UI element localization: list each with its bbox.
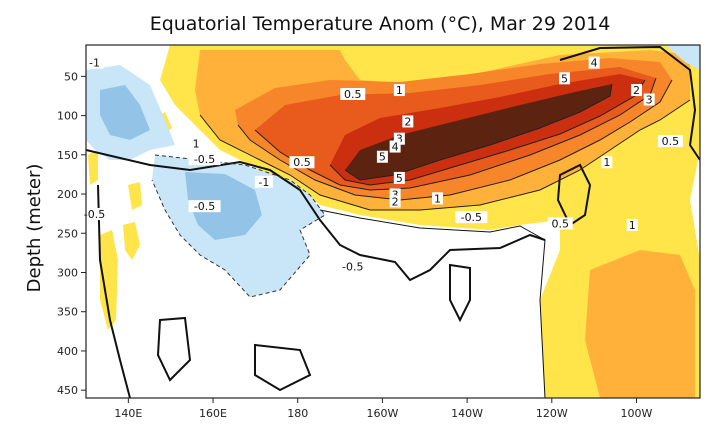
x-tick-label-100W: 100W [621,407,653,420]
contour-label-bg-18 [336,260,369,273]
x-tick-label-180: 180 [287,407,308,420]
contour-label-bg-3 [402,115,414,128]
y-tick-label-400: 400 [57,345,78,358]
contour-label-bg-0 [85,56,104,69]
contour-label-bg-25 [657,135,683,148]
contour-label-bg-15 [188,200,221,213]
contour-label-17: -0.5 [461,211,482,224]
y-tick-label-250: 250 [57,227,78,240]
contour-label-bg-23 [630,84,642,97]
anomaly-region-neg-1-central [185,172,262,240]
y-tick-label-350: 350 [57,306,78,319]
x-tick-label-140W: 140W [451,407,483,420]
anomaly-patch-pos-0.5-west-b [123,222,140,260]
contour-label-22: 5 [561,72,568,85]
contour-island-d [254,343,312,392]
contour-label-bg-11 [393,171,405,184]
contour-label-21: 4 [591,57,598,70]
y-tick-label-50: 50 [64,70,78,83]
plot-area [86,45,700,398]
contour-line-zero [86,149,546,282]
contour-label-3: 2 [404,115,411,128]
y-tick-label-200: 200 [57,188,78,201]
y-axis-ticks: 50 100 150 200 250 300 350 400 450 [57,70,86,397]
contour-label-bg-7 [190,137,202,150]
contour-island-c [156,316,192,382]
contour-line-neg-0.5 [151,154,326,298]
chart-title: Equatorial Temperature Anom (°C), Mar 29… [150,13,611,35]
anomaly-region-pos-5 [345,84,612,180]
contour-label-bg-5 [389,140,401,153]
contour-label-bg-17 [455,211,488,224]
contour-label-bg-26 [601,156,613,169]
contour-label-26: 1 [603,156,610,169]
contour-label-5: 4 [392,141,399,154]
contour-label-20: 1 [629,219,636,232]
anomaly-region-neg-0.5-northeast [665,45,700,70]
contour-line-pos-0.5-lower [319,209,546,398]
contour-label-1: 0.5 [344,88,362,101]
contour-label-bg-20 [626,218,638,231]
y-tick-label-300: 300 [57,266,78,279]
contour-label-11: 5 [396,172,403,185]
contour-label-4: 3 [396,133,403,146]
contour-label-12: 3 [392,188,399,201]
x-tick-label-160E: 160E [199,407,227,420]
contour-line-deep-west [97,184,131,398]
contour-label-24: 3 [646,93,653,106]
contour-label-bg-1 [340,87,366,100]
contour-label-10: -1 [258,176,269,189]
contour-island-a [556,163,592,227]
contour-line-pos-1 [199,99,691,211]
contour-label-bg-12 [389,188,401,201]
contour-line-pos-5 [344,83,613,181]
contour-label-bg-24 [643,93,655,106]
contour-line-zero-east [559,45,700,161]
contour-label-bg-4 [393,132,405,145]
y-tick-label-100: 100 [57,110,78,123]
contour-label-bg-9 [289,156,315,169]
contour-label-15: -0.5 [194,200,215,213]
x-tick-label-160W: 160W [366,407,398,420]
contour-label-bg-22 [558,72,570,85]
contour-label-25: 0.5 [662,135,680,148]
x-axis-ticks: 140E 160E 180 160W 140W 120W 100W [114,398,653,420]
anomaly-region-neg-1-west [100,85,150,140]
anomaly-patch-pos-0.5-west-c [128,182,142,210]
contour-label-23: 2 [633,84,640,97]
anomaly-patch-pos-0.5-west-a [100,230,118,330]
contour-label-bg-10 [254,175,273,188]
contour-line-pos-2 [237,79,673,201]
contour-label-bg-2 [393,84,405,97]
contour-label-16: -0.5 [84,208,105,221]
contour-island-b [449,263,471,323]
contour-label-2: 1 [396,84,403,97]
contour-label-9: 0.5 [293,156,311,169]
contour-label-7: 1 [193,137,200,150]
y-axis-label: Depth (meter) [24,164,45,293]
y-tick-label-450: 450 [57,384,78,397]
contour-label-bg-19 [547,217,573,230]
contour-label-bg-13 [389,195,401,208]
x-tick-label-120W: 120W [536,407,568,420]
contour-label-bg-8 [188,153,221,166]
contour-label-6: 5 [379,151,386,164]
contour-label-18: -0.5 [342,261,363,274]
contour-label-0: -1 [89,57,100,70]
contour-line-pos-4 [329,79,646,186]
contour-label-13: 2 [392,195,399,208]
contour-label-8: -0.5 [194,153,215,166]
anomaly-region-pos-1-east [585,250,695,398]
y-tick-label-150: 150 [57,149,78,162]
contour-label-14: 1 [434,192,441,205]
contour-label-bg-14 [431,192,443,205]
contour-label-bg-21 [588,56,600,69]
plot-frame [85,44,701,399]
contour-label-bg-6 [376,150,388,163]
x-tick-label-140E: 140E [114,407,142,420]
anomaly-patch-pos-0.5-west-d [88,150,98,185]
contour-label-19: 0.5 [552,217,570,230]
